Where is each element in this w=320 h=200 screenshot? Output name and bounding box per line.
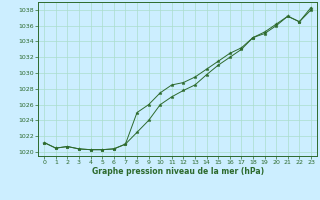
X-axis label: Graphe pression niveau de la mer (hPa): Graphe pression niveau de la mer (hPa) — [92, 167, 264, 176]
